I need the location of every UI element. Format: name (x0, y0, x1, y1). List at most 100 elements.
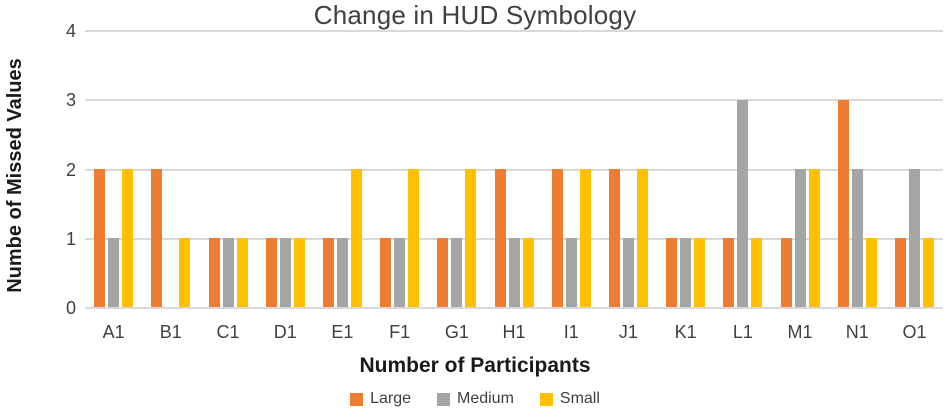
bar-L1-small (751, 238, 763, 307)
bar-L1-large (723, 238, 735, 307)
legend-item-small: Small (539, 390, 600, 408)
legend-swatch-icon (437, 392, 450, 406)
bar-J1-medium (622, 238, 634, 307)
plot-area (85, 30, 943, 309)
bar-H1-medium (508, 238, 520, 307)
bar-E1-large (322, 238, 334, 307)
bar-group-B1 (142, 31, 199, 307)
chart-title: Change in HUD Symbology (313, 0, 637, 30)
bar-E1-medium (336, 238, 348, 307)
bar-B1-small (179, 238, 191, 307)
x-tick-label-L1: L1 (732, 322, 753, 342)
bar-J1-large (608, 169, 620, 307)
bar-group-K1 (657, 31, 714, 307)
bar-group-N1 (829, 31, 886, 307)
bar-G1-medium (451, 238, 463, 307)
bar-H1-small (522, 238, 534, 307)
bar-group-J1 (600, 31, 657, 307)
bar-A1-small (122, 169, 134, 307)
bar-M1-large (780, 238, 792, 307)
bar-group-M1 (771, 31, 828, 307)
gridline-y0 (85, 307, 943, 309)
x-tick-label-J1: J1 (618, 322, 638, 342)
bar-group-E1 (314, 31, 371, 307)
bar-H1-large (494, 169, 506, 307)
bar-F1-large (380, 238, 392, 307)
bar-I1-small (579, 169, 591, 307)
legend-label: Medium (457, 390, 514, 407)
x-tick-label-N1: N1 (845, 322, 869, 342)
x-tick-label-G1: G1 (444, 322, 469, 342)
gridline-y3 (85, 99, 943, 102)
bar-group-O1 (886, 31, 943, 307)
bar-A1-medium (108, 238, 120, 307)
bar-group-F1 (371, 31, 428, 307)
legend-item-medium: Medium (437, 390, 514, 408)
x-tick-labels: A1 B1 C1 D1 E1 F1 G1 H1 I1 J1 K1 L1 M1 N1 O1 (85, 322, 943, 343)
y-tick-label-3: 3 (65, 90, 76, 111)
bar-N1-large (837, 100, 849, 307)
x-tick-label-B1: B1 (159, 322, 182, 342)
y-tick-label-4: 4 (65, 21, 76, 41)
legend-label: Large (370, 390, 411, 407)
bar-D1-small (293, 238, 305, 307)
legend-label: Small (559, 390, 600, 407)
bar-K1-small (694, 238, 706, 307)
bar-M1-medium (794, 169, 806, 307)
x-tick-label-H1: H1 (502, 322, 526, 342)
bar-I1-large (551, 169, 563, 307)
legend-item-large: Large (350, 390, 411, 408)
bar-E1-small (350, 169, 362, 307)
x-tick-label-F1: F1 (389, 322, 411, 342)
bar-C1-small (236, 238, 248, 307)
legend-swatch-icon (539, 392, 553, 406)
bar-C1-large (208, 238, 220, 307)
bar-F1-medium (394, 238, 406, 307)
bar-O1-large (894, 238, 906, 307)
bar-group-I1 (543, 31, 600, 307)
bar-group-D1 (257, 31, 314, 307)
bar-D1-medium (279, 238, 291, 307)
gridline-y4 (85, 30, 943, 32)
chart-legend: Large Medium Small (0, 390, 950, 408)
bar-N1-small (865, 238, 877, 307)
bar-K1-large (666, 238, 678, 307)
bar-group-C1 (199, 31, 256, 307)
bar-group-G1 (428, 31, 485, 307)
x-tick-label-M1: M1 (787, 322, 813, 342)
bar-G1-large (437, 238, 449, 307)
gridline-y2 (85, 168, 943, 171)
bar-N1-medium (851, 169, 863, 307)
bar-O1-medium (908, 169, 920, 307)
x-tick-label-O1: O1 (902, 322, 927, 342)
y-tick-label-0: 0 (65, 298, 76, 318)
x-axis-title: Number of Participants (359, 354, 591, 377)
x-tick-label-D1: D1 (273, 322, 297, 342)
x-tick-label-K1: K1 (674, 322, 697, 342)
bar-L1-medium (737, 100, 749, 307)
bar-B1-large (151, 169, 163, 307)
bar-F1-small (408, 169, 420, 307)
bar-G1-small (465, 169, 477, 307)
bar-O1-small (922, 238, 934, 307)
bar-J1-small (636, 169, 648, 307)
legend-swatch-icon (350, 392, 364, 406)
bar-A1-large (94, 169, 106, 307)
bar-M1-small (808, 169, 820, 307)
bar-group-H1 (485, 31, 542, 307)
bar-group-A1 (85, 31, 142, 307)
y-tick-label-1: 1 (65, 228, 76, 249)
y-axis-title-text: Numbe of Missed Values (3, 57, 26, 293)
x-tick-label-E1: E1 (331, 322, 354, 342)
x-tick-label-A1: A1 (102, 322, 125, 342)
bar-D1-large (265, 238, 277, 307)
bar-C1-medium (222, 238, 234, 307)
x-tick-label-I1: I1 (563, 322, 579, 342)
bar-group-L1 (714, 31, 771, 307)
y-tick-label-2: 2 (65, 159, 76, 180)
y-axis-title: Numbe of Missed Values (0, 0, 30, 350)
bar-K1-medium (680, 238, 692, 307)
x-tick-label-C1: C1 (216, 322, 240, 342)
bars-layer (85, 31, 943, 307)
